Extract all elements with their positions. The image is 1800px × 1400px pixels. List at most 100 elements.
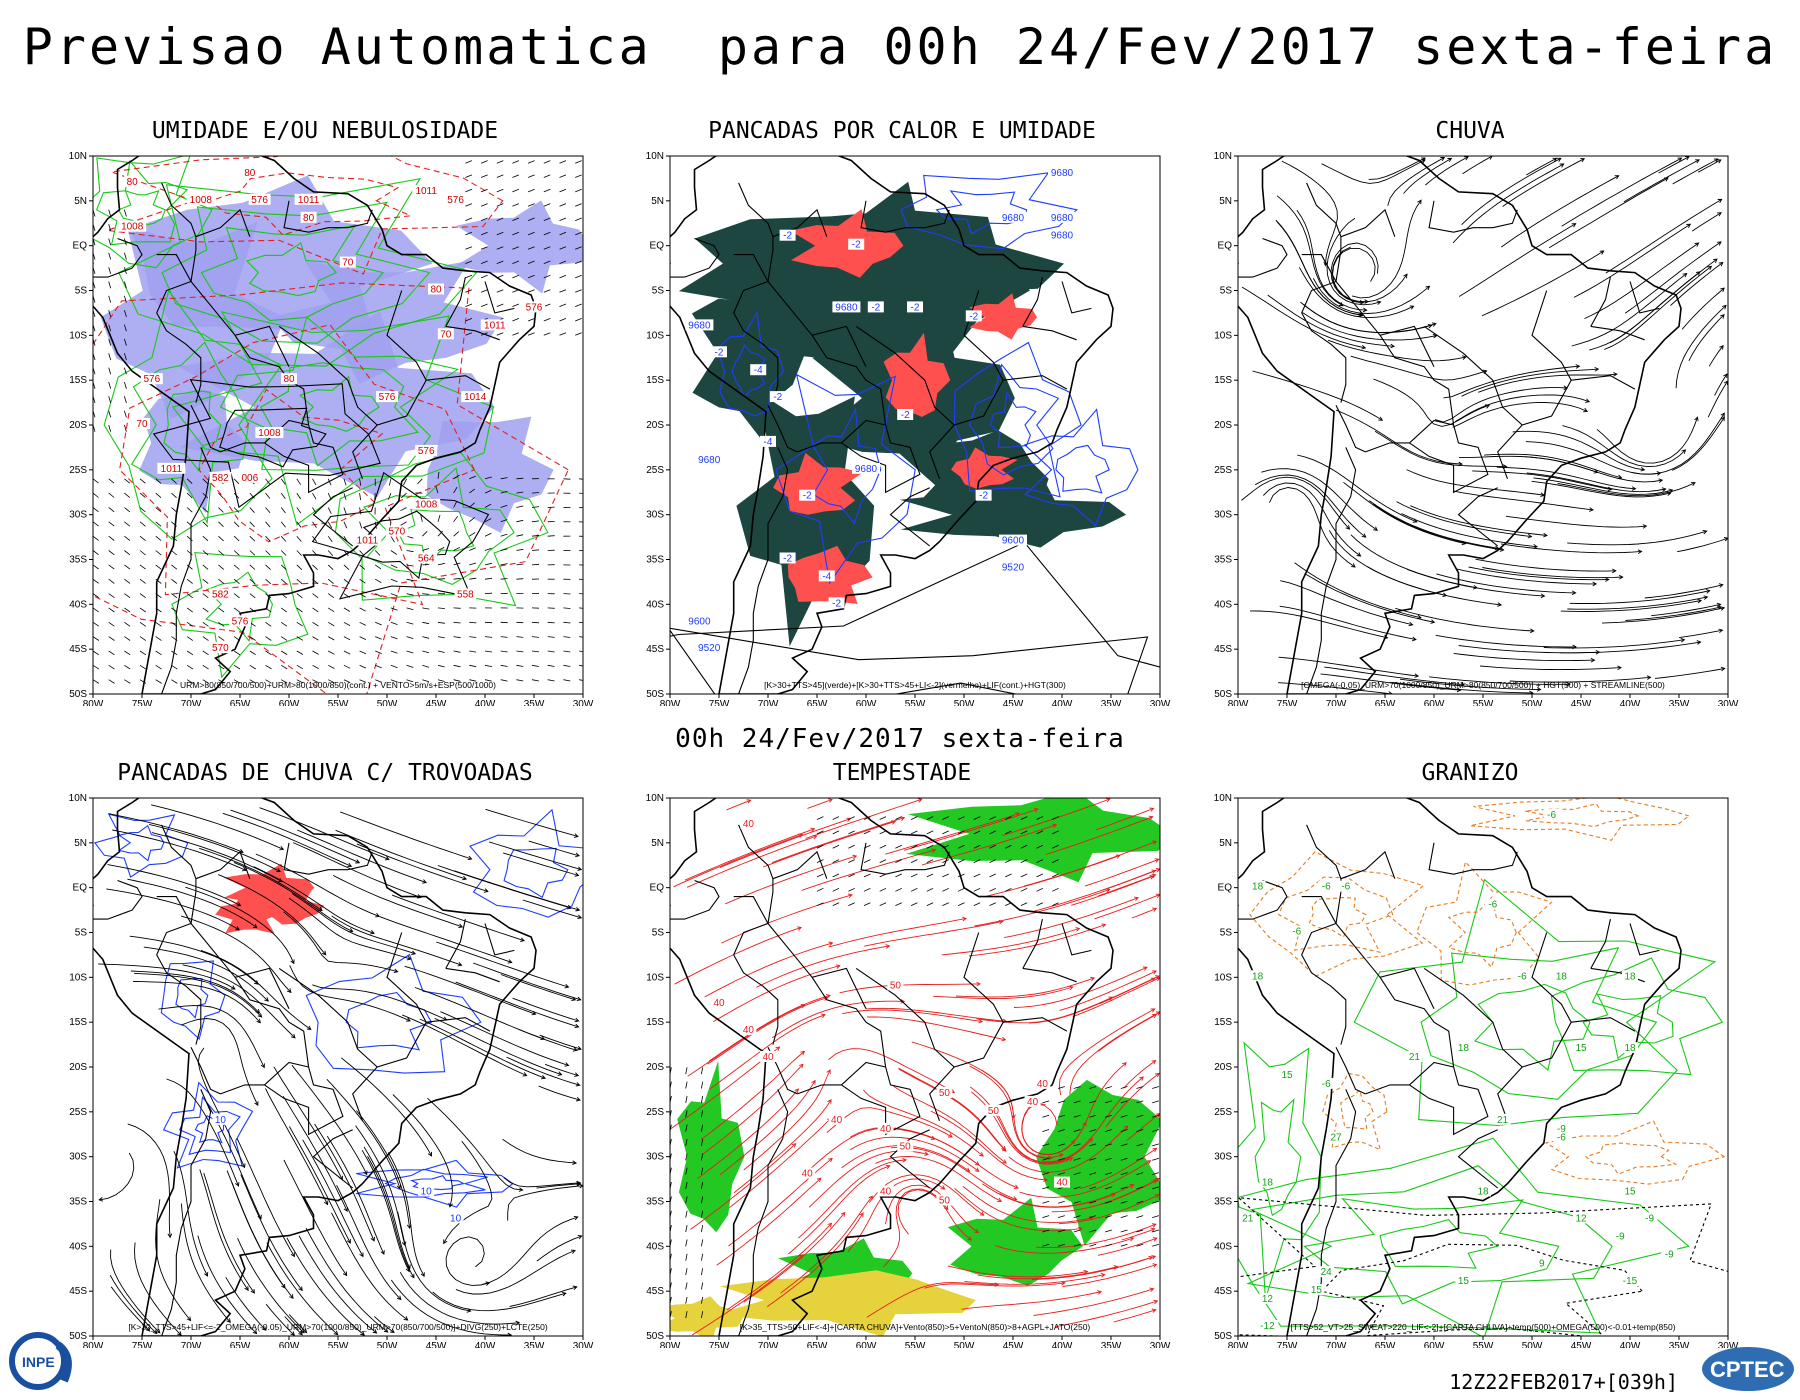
wind-vector [139, 650, 147, 656]
contour-label: -6 [1322, 882, 1331, 893]
streamline [866, 1016, 1006, 1041]
streamline-arrow [1718, 628, 1724, 634]
wind-vector [1104, 1243, 1112, 1247]
label-box [523, 301, 545, 313]
y-tick-label: 10N [69, 151, 87, 162]
streamline [719, 1080, 816, 1176]
wind-vector [863, 859, 871, 863]
streamline [898, 1067, 1006, 1151]
wind-vector [1036, 816, 1044, 820]
wind-vector [926, 830, 934, 835]
label-box [385, 525, 408, 537]
wind-vector [1089, 1229, 1097, 1233]
streamline [1080, 1148, 1157, 1190]
label-box [1318, 1266, 1335, 1278]
wind-vector [1042, 1186, 1050, 1190]
country-borders [1238, 182, 1660, 694]
streamline [883, 1188, 949, 1268]
wind-vector [484, 636, 493, 638]
x-axis: 80W 75W 70W 65W 60W 55W 50W 45W 40W 35W 30W [660, 694, 1171, 706]
wind-vector [422, 564, 430, 566]
label-box [1553, 1122, 1570, 1134]
wind-vector [480, 289, 488, 293]
streamline [488, 841, 582, 871]
wind-vector [1120, 1200, 1128, 1204]
x-tick-label: 75W [132, 699, 153, 706]
streamline [107, 864, 241, 907]
streamline-arrow [1566, 681, 1571, 687]
wind-vector [417, 478, 423, 485]
y-tick-label: 30S [646, 1152, 664, 1163]
wind-vector [516, 650, 524, 653]
wind-vector [543, 246, 551, 250]
streamline-arrow [997, 1197, 1003, 1202]
wind-vector [512, 174, 520, 178]
shaded-area [678, 209, 1064, 334]
border-line [352, 424, 378, 479]
x-axis: 80W 75W 70W 65W 60W 55W 50W 45W 40W 35W 30W [1228, 694, 1739, 706]
streamline [696, 1088, 799, 1180]
wind-vector [1152, 1200, 1160, 1204]
streamline [721, 894, 853, 944]
wind-vector [422, 650, 430, 654]
contour-label: 70 [342, 258, 354, 269]
contour-line [1238, 1197, 1728, 1336]
label-box [760, 1051, 776, 1062]
wind-vector [559, 260, 567, 264]
wind-vector [1042, 1229, 1050, 1233]
streamline-arrow [940, 1185, 946, 1190]
streamline-arrow [828, 798, 833, 803]
wind-vector [108, 281, 112, 289]
wind-vector [359, 636, 367, 640]
label-box [769, 391, 786, 403]
wind-vector [1020, 887, 1028, 892]
contour-label: -2 [969, 311, 978, 322]
wind-vector [942, 873, 949, 878]
label-box [241, 166, 258, 178]
streamline [402, 1014, 527, 1077]
x-tick-label: 35W [1669, 1341, 1690, 1348]
streamline-arrow [321, 950, 327, 956]
label-box [1622, 1185, 1638, 1197]
wind-vector [93, 550, 99, 556]
wind-vector [559, 188, 567, 193]
wind-vector [374, 493, 376, 501]
wind-vector [171, 492, 177, 499]
wind-vector [559, 332, 567, 336]
streamline [286, 1237, 365, 1336]
streamline [1557, 482, 1696, 497]
wind-vector [343, 650, 351, 655]
streamline-arrow [1411, 636, 1417, 642]
streamline [1429, 676, 1570, 685]
streamline [1327, 339, 1467, 362]
wind-vector [816, 844, 824, 849]
streamline [862, 1089, 984, 1157]
y-tick-label: 10S [69, 330, 87, 341]
wind-vector [500, 477, 508, 480]
streamline [445, 1236, 490, 1286]
wind-vector [685, 1110, 688, 1118]
wind-vector [280, 507, 286, 514]
streamline-arrow [1617, 665, 1622, 671]
wind-vector [1005, 873, 1012, 878]
streamline [930, 1110, 1048, 1181]
wind-vector [124, 535, 131, 541]
contour-label: 9600 [1002, 536, 1025, 547]
wind-vector [406, 650, 414, 654]
streamline [502, 1138, 577, 1164]
temp500-contours [1249, 798, 1726, 1185]
wind-vector [496, 260, 504, 264]
streamline-arrow [826, 994, 831, 999]
border-line [161, 182, 197, 282]
streamline-arrow [1431, 322, 1437, 327]
streamline-arrow [98, 1197, 104, 1202]
border-line [855, 290, 1004, 426]
y-tick-label: 35S [646, 1197, 664, 1208]
border-line [1497, 424, 1523, 479]
streamline [1131, 908, 1157, 919]
contour-label: 9520 [698, 643, 721, 654]
wind-vector [453, 650, 461, 653]
wind-vector [469, 547, 476, 551]
streamline [1406, 568, 1545, 597]
wind-vector [1120, 1215, 1128, 1218]
